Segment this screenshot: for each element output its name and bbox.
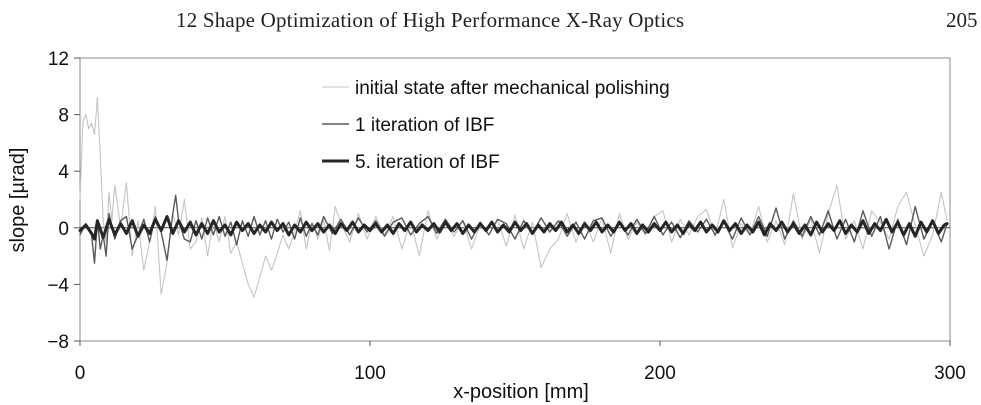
legend-entry: 5. iteration of IBF [355,152,500,173]
x-tick-label: 300 [934,363,966,384]
y-tick-label: 0 [58,219,69,240]
y-tick-label: −4 [47,275,69,296]
series-line-2 [79,194,948,264]
x-axis-ticks: 0 100 200 300 [75,341,966,384]
page-number: 205 [946,8,978,32]
x-tick-label: 100 [354,363,386,384]
x-axis-label: x-position [mm] [453,381,589,403]
x-tick-label: 200 [644,363,676,384]
page-header: 12 Shape Optimization of High Performanc… [0,0,981,34]
y-axis-ticks: 12 8 4 0 −4 −8 [47,49,80,353]
legend: initial state after mechanical polishing… [322,78,670,173]
y-tick-label: 4 [58,162,69,183]
running-head: 12 Shape Optimization of High Performanc… [176,8,685,32]
y-axis-label: slope [µrad] [7,148,29,253]
y-tick-label: 8 [58,106,69,127]
series-layer [78,97,949,298]
legend-entry: 1 iteration of IBF [355,115,494,136]
y-tick-label: −8 [47,332,69,353]
y-tick-label: 12 [48,49,69,70]
x-tick-label: 0 [75,363,86,384]
series-line-1 [79,97,948,298]
series-line-3 [78,215,949,241]
plot-area-frame [79,57,951,342]
legend-entry: initial state after mechanical polishing [355,78,670,99]
